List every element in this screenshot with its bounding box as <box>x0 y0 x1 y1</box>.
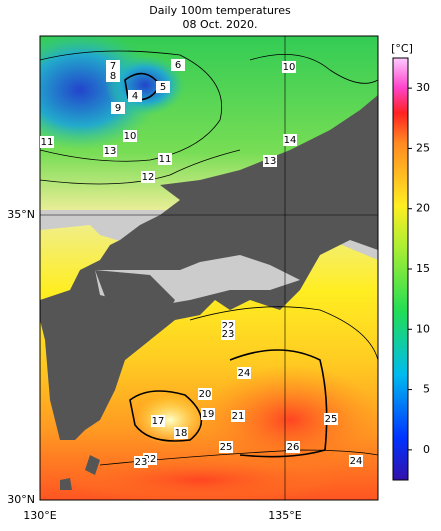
contour-label-box <box>151 415 165 427</box>
lon-label: 135°E <box>268 509 301 522</box>
contour-label-box <box>231 410 245 422</box>
contour-label: 19 <box>202 409 215 420</box>
colorbar <box>392 57 409 481</box>
contour-label: 7 <box>110 61 116 72</box>
contour-label: 25 <box>325 414 338 425</box>
contour-label-box <box>324 413 338 425</box>
lon-label: 130°E <box>23 509 56 522</box>
colorbar-tick-label: 20 <box>416 202 430 215</box>
contour-label-box <box>106 60 120 72</box>
contour-label: 21 <box>232 411 245 422</box>
contour-label: 4 <box>132 91 138 102</box>
islands <box>60 455 100 490</box>
lat-label: 35°N <box>7 208 35 221</box>
colorbar-tick-label: 0 <box>423 443 430 456</box>
contour-label: 13 <box>264 156 277 167</box>
contour-label: 12 <box>142 172 155 183</box>
contour-label-box <box>111 102 125 114</box>
shikoku <box>95 270 175 360</box>
map-area <box>40 36 378 500</box>
contour-label-box <box>174 427 188 439</box>
contour-label: 20 <box>199 389 212 400</box>
contour-label-box <box>282 61 296 73</box>
contour-label: 26 <box>287 442 300 453</box>
cold-eddy <box>105 55 185 115</box>
contour-label: 10 <box>283 62 296 73</box>
contour-label: 8 <box>110 71 116 82</box>
contour-label-box <box>201 408 215 420</box>
contour-label: 22 <box>222 321 235 332</box>
contour-label: 11 <box>41 137 54 148</box>
contour-label-box <box>221 328 235 340</box>
contour-label-box <box>156 81 170 93</box>
contour-label-box <box>134 456 148 468</box>
contour-label: 13 <box>104 146 117 157</box>
contour-label: 17 <box>152 416 165 427</box>
contour-label-box <box>158 153 172 165</box>
colorbar-tick-label: 25 <box>416 141 430 154</box>
map-date: 08 Oct. 2020. <box>183 18 258 31</box>
contour-label-box <box>40 136 54 148</box>
contour-label: 24 <box>350 456 363 467</box>
colorbar-tick-label: 15 <box>416 262 430 275</box>
contour-label: 5 <box>160 82 166 93</box>
contour-label-box <box>283 134 297 146</box>
contour-label: 11 <box>159 154 172 165</box>
contour-label: 23 <box>135 457 148 468</box>
contour-label: 6 <box>175 60 181 71</box>
colorbar-tick-label: 10 <box>416 322 430 335</box>
warm-core <box>200 365 378 475</box>
colorbar-tick-label: 5 <box>423 383 430 396</box>
contour-label-box <box>171 59 185 71</box>
contour-label-box <box>106 70 120 82</box>
contour-label-box <box>219 441 233 453</box>
contour-label-box <box>286 441 300 453</box>
contour-label: 18 <box>175 428 188 439</box>
contour-label-box <box>123 130 137 142</box>
contour-label: 24 <box>238 368 251 379</box>
contour-label: 9 <box>115 103 121 114</box>
contour-label: 10 <box>124 131 137 142</box>
colorbar-tick-label: 30 <box>416 81 430 94</box>
contour-label: 14 <box>284 135 297 146</box>
contour-label: 22 <box>144 454 157 465</box>
contour-label: 23 <box>222 329 235 340</box>
contour-label-box <box>263 155 277 167</box>
map-frame <box>39 35 379 501</box>
colorbar-unit: [°C] <box>391 42 413 55</box>
lat-label: 30°N <box>7 493 35 506</box>
cool-eddy <box>135 395 205 445</box>
map-title: Daily 100m temperatures <box>149 4 291 17</box>
contour-label-box <box>128 90 142 102</box>
contour-label-box <box>141 171 155 183</box>
contour-label-box <box>103 145 117 157</box>
contour-label: 25 <box>220 442 233 453</box>
kuroshio <box>60 455 340 500</box>
contour-label-box <box>237 367 251 379</box>
contour-label-box <box>349 455 363 467</box>
contour-label-box <box>198 388 212 400</box>
